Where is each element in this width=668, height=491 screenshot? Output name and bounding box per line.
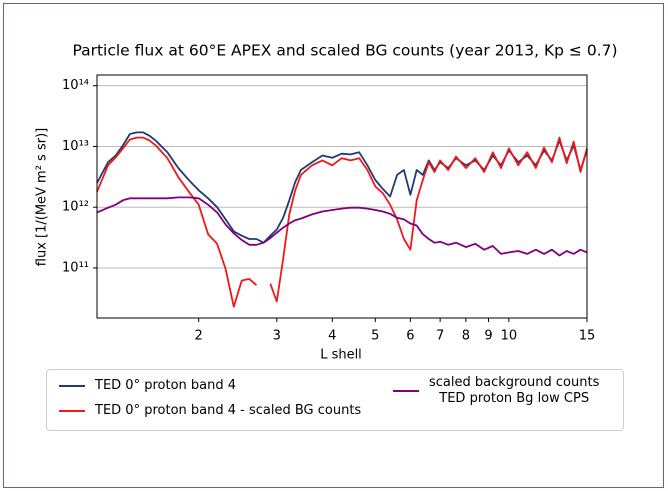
legend-entry: scaled background counts TED proton Bg l… bbox=[393, 375, 599, 407]
x-tick-label: 7 bbox=[436, 329, 444, 344]
y-tick-label: 10¹¹ bbox=[62, 260, 89, 275]
x-tick-label: 5 bbox=[371, 329, 379, 344]
legend: TED 0° proton band 4 TED 0° proton band 4… bbox=[46, 369, 624, 431]
x-tick-label: 15 bbox=[579, 329, 596, 344]
legend-swatch bbox=[59, 410, 85, 412]
legend-label: TED 0° proton band 4 - scaled BG counts bbox=[95, 403, 362, 418]
x-tick-label: 4 bbox=[328, 329, 336, 344]
y-tick-label: 10¹² bbox=[62, 200, 89, 215]
x-tick-label: 3 bbox=[273, 329, 281, 344]
frame bbox=[3, 3, 664, 488]
series-line bbox=[96, 131, 588, 244]
x-tick-label: 9 bbox=[484, 329, 492, 344]
plot-frame bbox=[96, 74, 588, 319]
chart-title: Particle flux at 60°E APEX and scaled BG… bbox=[72, 42, 617, 60]
x-tick-label: 10 bbox=[501, 329, 518, 344]
legend-label: TED 0° proton band 4 bbox=[95, 378, 237, 393]
legend-entry: TED 0° proton band 4 - scaled BG counts bbox=[59, 403, 361, 419]
x-axis-label: L shell bbox=[320, 348, 362, 363]
x-tick-label: 2 bbox=[195, 329, 203, 344]
series-line bbox=[96, 136, 588, 308]
y-tick-label: 10¹⁴ bbox=[62, 78, 89, 93]
x-tick-label: 8 bbox=[462, 329, 470, 344]
legend-swatch bbox=[393, 390, 419, 392]
legend-label: scaled background counts TED proton Bg l… bbox=[429, 375, 600, 406]
y-axis-label: flux [1/(MeV m² s sr)] bbox=[35, 128, 50, 266]
legend-entry: TED 0° proton band 4 bbox=[59, 378, 236, 394]
legend-swatch bbox=[59, 385, 85, 387]
series-line bbox=[96, 196, 588, 257]
x-tick-label: 6 bbox=[406, 329, 414, 344]
y-tick-label: 10¹³ bbox=[62, 139, 89, 154]
